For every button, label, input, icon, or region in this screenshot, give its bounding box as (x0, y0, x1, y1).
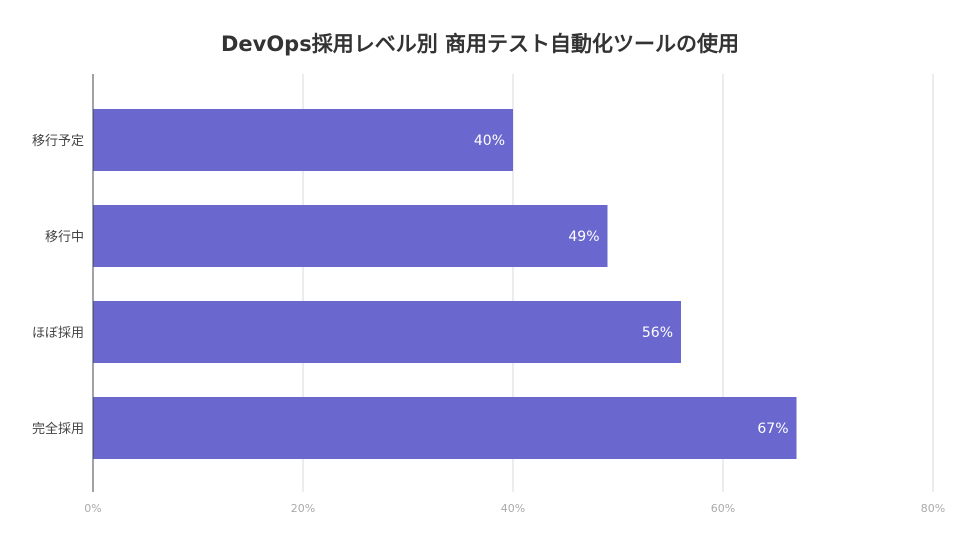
category-label: 完全採用 (32, 421, 84, 437)
category-label: 移行予定 (32, 134, 84, 149)
chart-title: DevOps採用レベル別 商用テスト自動化ツールの使用 (220, 32, 740, 56)
x-tick-label: 40% (501, 502, 525, 515)
x-tick-label: 20% (291, 502, 315, 515)
data-label: 49% (568, 229, 599, 245)
data-label: 67% (757, 421, 788, 437)
bar (93, 109, 513, 171)
x-tick-label: 60% (711, 502, 735, 515)
bar (93, 397, 797, 459)
bar (93, 301, 681, 363)
x-tick-label: 80% (921, 502, 945, 515)
x-tick-label: 0% (84, 502, 101, 515)
category-label: ほぼ採用 (32, 326, 84, 341)
category-label: 移行中 (45, 230, 84, 245)
bar (93, 205, 608, 267)
data-label: 56% (642, 325, 673, 341)
data-label: 40% (474, 133, 505, 149)
